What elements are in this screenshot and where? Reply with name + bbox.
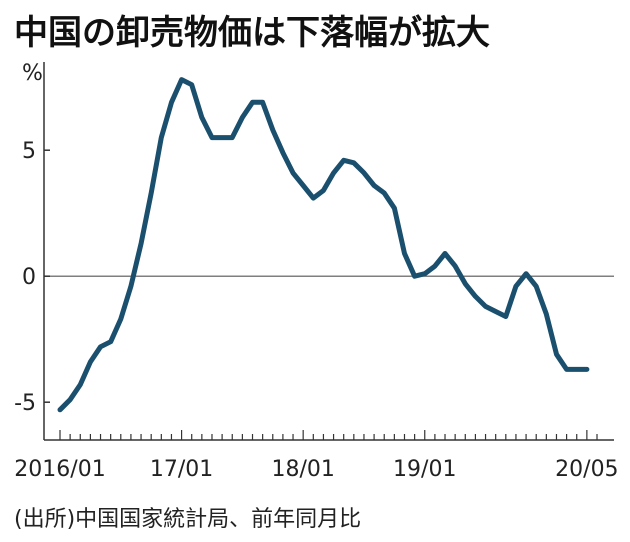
x-tick-label: 17/01: [150, 457, 213, 482]
y-tick-label: 5: [22, 139, 36, 164]
axes: [43, 62, 614, 441]
y-tick-label: 0: [22, 265, 36, 290]
y-tick-label: -5: [14, 391, 36, 416]
x-tick-label: 2016/01: [14, 457, 105, 482]
source-note: (出所)中国国家統計局、前年同月比: [14, 507, 361, 532]
y-axis-ticks: 5 0 -5: [14, 139, 50, 416]
x-tick-label: 19/01: [393, 457, 456, 482]
x-tick-label: 18/01: [271, 457, 334, 482]
y-axis-unit-label: %: [22, 61, 43, 86]
x-tick-label: 20/05: [555, 457, 618, 482]
x-axis-ticks: 2016/01 17/01 18/01 19/01 20/05: [14, 430, 619, 482]
chart-title: 中国の卸売物価は下落幅が拡大: [14, 13, 490, 53]
series-line: [57, 77, 590, 413]
